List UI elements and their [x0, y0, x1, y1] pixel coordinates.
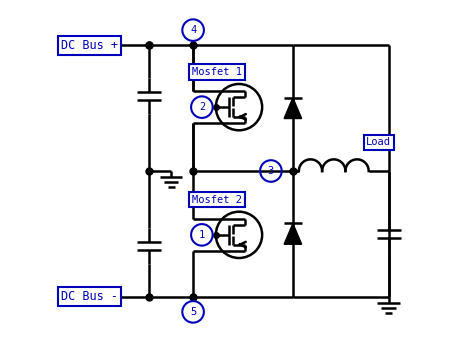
- Text: Mosfet 2: Mosfet 2: [192, 195, 242, 205]
- Text: 3: 3: [268, 166, 274, 176]
- Polygon shape: [284, 223, 301, 244]
- Text: 4: 4: [190, 25, 196, 35]
- Text: DC Bus +: DC Bus +: [61, 39, 118, 52]
- Text: 5: 5: [190, 307, 196, 317]
- Text: DC Bus -: DC Bus -: [61, 290, 118, 303]
- Polygon shape: [284, 98, 301, 119]
- Text: Mosfet 1: Mosfet 1: [192, 67, 242, 77]
- Text: Load: Load: [366, 137, 391, 147]
- Text: 1: 1: [199, 230, 205, 240]
- Text: 2: 2: [199, 102, 205, 112]
